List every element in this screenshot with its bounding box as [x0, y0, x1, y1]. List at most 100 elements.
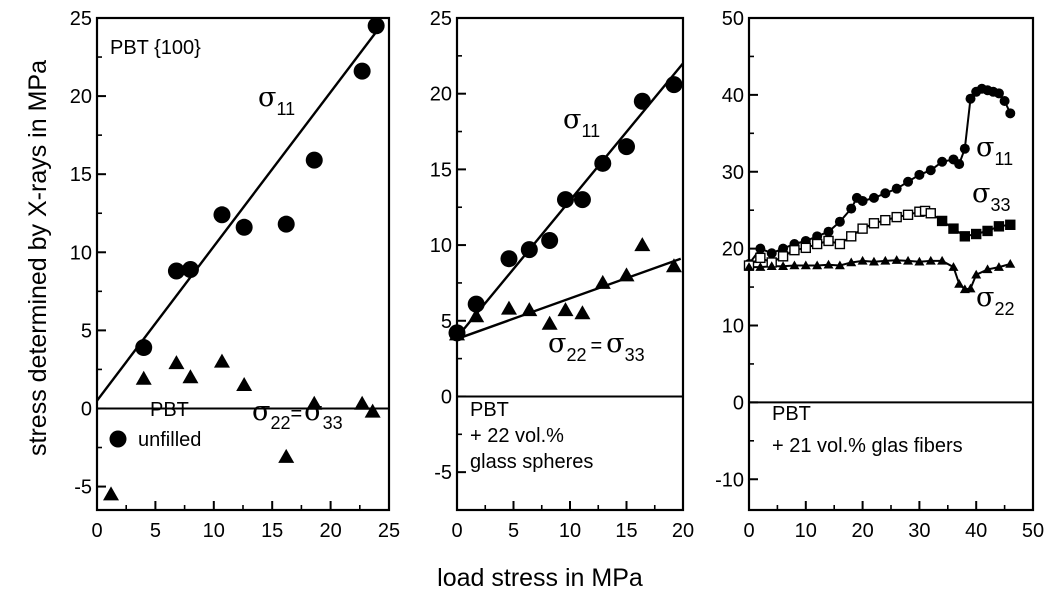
panel-2-x-tick-label: 15: [615, 520, 637, 542]
panel-3-point-square: [880, 214, 891, 226]
panel-3-y-tick-label: 30: [722, 162, 744, 184]
sigma-subscript: 22: [566, 345, 586, 365]
panel-3-point-circle: [880, 188, 891, 199]
panel-3-point-triangle: [993, 262, 1004, 271]
panel-3-point-circle: [766, 248, 777, 259]
sigma-symbol: σ: [258, 82, 276, 113]
panel-3-point-square: [868, 218, 880, 229]
panel-3-y-tick-label: 50: [722, 8, 744, 30]
panel-1-point-circle: [353, 62, 371, 80]
panel-2-sigma22-label: σ22 = σ33: [548, 328, 645, 365]
sigma-symbol: σ: [976, 132, 994, 163]
panel-3-point-circle: [891, 183, 902, 194]
panel-2-point-triangle: [634, 237, 651, 252]
equals-sign: =: [590, 335, 602, 357]
panel-1-point-triangle: [354, 395, 371, 410]
panel-3-point-square: [857, 223, 868, 234]
panel-2-legend-line3: glass spheres: [470, 451, 593, 473]
panel-2-y-tick-label: 10: [430, 235, 452, 257]
sigma-symbol: σ: [606, 328, 624, 359]
panel-1-title: PBT {100}: [110, 37, 201, 59]
panel-3-point-triangle: [954, 278, 965, 288]
panel-2-point-circle: [467, 295, 485, 313]
panel-3-point-circle: [846, 203, 857, 214]
axes-layer: -5 0 5 10 15 20 25 0 5 10 15 20 25 -5 0 5 10 15 20 25 0 5 10 15…: [70, 8, 1044, 542]
panel-1-point-triangle: [364, 403, 381, 418]
panel-1-point-triangle: [135, 370, 152, 385]
panel-3-point-triangle: [971, 269, 982, 279]
sigma-subscript: 22: [994, 299, 1014, 319]
panel-2-y-tick-label: 5: [441, 311, 452, 333]
panel-3-point-triangle: [744, 262, 754, 271]
panel-3-point-circle: [857, 195, 868, 206]
panel-2-x-tick-label: 10: [559, 520, 581, 542]
panel-1-point-triangle: [306, 395, 323, 410]
panel-3-x-tick-label: 30: [908, 520, 930, 542]
panel-3-point-triangle: [948, 262, 959, 271]
panel-3-point-circle: [903, 176, 914, 187]
panel-1-sigma22-label: σ22=σ33: [252, 396, 343, 433]
panel-3-point-circle: [1005, 108, 1016, 119]
panel-1-y-tick-label: 5: [81, 320, 92, 342]
panel-3-point-triangle: [778, 261, 789, 271]
panel-3-point-triangle: [982, 264, 993, 274]
panel-1-point-circle: [277, 215, 295, 233]
panel-2-point-triangle: [468, 308, 485, 323]
panel-3-point-square: [777, 251, 789, 262]
panel-1-x-tick-label: 15: [261, 520, 283, 542]
panel-2-legend-line2: + 22 vol.%: [470, 425, 564, 447]
panel-3-point-triangle: [925, 255, 936, 265]
panel-1-x-tick-label: 0: [91, 520, 102, 542]
panel-2-point-triangle: [594, 274, 611, 289]
panel-2-point-circle: [618, 138, 635, 156]
panel-3-point-triangle: [846, 257, 857, 267]
panel-3-point-circle: [937, 156, 948, 167]
panel-1-point-triangle: [236, 377, 253, 392]
panel-1-x-tick-label: 20: [319, 520, 341, 542]
panel-3-y-tick-label: 0: [733, 392, 744, 414]
panel-1-point-circle: [213, 206, 231, 224]
panel-2-annotations: PBT + 22 vol.% glass spheres σ11 σ22 = σ33: [470, 104, 645, 473]
panel-2-x-tick-label: 20: [672, 520, 694, 542]
panel-2-point-circle: [665, 76, 683, 94]
panel-2-fit-line-2: [456, 257, 682, 341]
panel-3-point-triangle: [789, 260, 800, 270]
panel-3-point-circle: [965, 93, 976, 104]
panel-1-point-triangle: [213, 353, 230, 368]
panel-2-x-tick-label: 5: [508, 520, 519, 542]
panel-2-sigma11-label: σ11: [563, 104, 600, 141]
panel-3-x-tick-label: 10: [795, 520, 817, 542]
panel-1-point-triangle: [278, 448, 295, 463]
panel-2-point-triangle: [665, 258, 682, 273]
x-axis-title: load stress in MPa: [437, 564, 643, 592]
panel-2-x-tick-label: 0: [451, 520, 462, 542]
panel-3-point-circle: [834, 216, 845, 227]
panel-2-point-circle: [556, 191, 574, 209]
panel-3-point-square: [902, 209, 914, 221]
panel-3-point-triangle: [800, 260, 811, 270]
panel-3-point-circle: [954, 159, 965, 170]
panel-2-y-tick-label: 20: [430, 84, 452, 106]
sigma-symbol: σ: [972, 178, 990, 209]
panel-3-point-triangle: [903, 255, 914, 265]
panel-3-y-tick-label: 10: [722, 316, 744, 338]
panel-3-point-square: [834, 238, 846, 250]
panel-1-point-circle: [305, 151, 323, 169]
panel-1-point-circle: [135, 339, 153, 357]
panel-3-point-square: [755, 252, 766, 264]
panel-3-legend-line2: + 21 vol.% glas fibers: [772, 435, 963, 457]
panel-2-point-circle: [500, 250, 518, 268]
panel-3-point-triangle: [880, 255, 891, 265]
panel-1-point-triangle: [103, 486, 120, 501]
panel-2-legend-line1: PBT: [470, 399, 509, 421]
panel-3-point-triangle: [755, 262, 766, 271]
panel-3-x-tick-label: 20: [851, 520, 873, 542]
panel-3-point-square: [982, 225, 993, 237]
panel-2-point-triangle: [521, 302, 538, 317]
panel-3-point-triangle: [937, 255, 948, 265]
panel-3-point-triangle: [823, 259, 834, 269]
panel-3-sigma22-label: σ22: [976, 282, 1014, 319]
panel-3-point-square: [891, 211, 902, 223]
panel-3-point-triangle: [1005, 259, 1016, 268]
